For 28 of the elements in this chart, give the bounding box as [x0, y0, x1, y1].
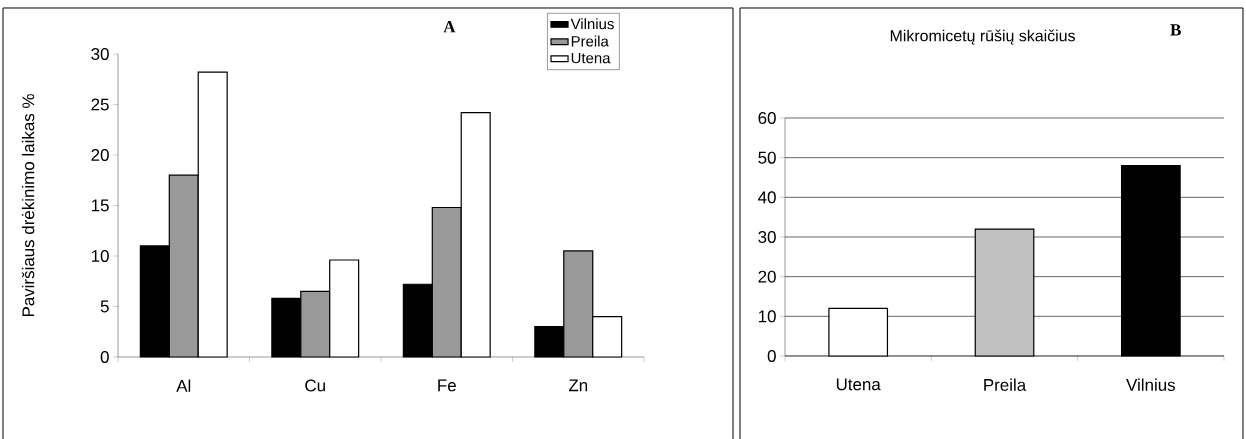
y-tick-label: 15 [91, 199, 109, 212]
x-tick-label: Preila [984, 378, 1027, 391]
y-tick-label: 10 [91, 249, 109, 262]
y-tick-label: 60 [758, 111, 776, 124]
y-tick-label: 30 [91, 47, 109, 60]
legend-label: Vilnius [570, 18, 614, 30]
y-tick-label: 20 [91, 148, 109, 161]
y-tick-label: 40 [758, 191, 776, 204]
legend-label: Utena [571, 52, 611, 64]
x-tick-label: Vilnius [1126, 378, 1176, 391]
x-tick-label: Fe [438, 379, 456, 392]
y-tick-label: 0 [100, 350, 109, 363]
y-tick-label: 10 [758, 310, 776, 323]
y-tick-label: 5 [100, 300, 109, 313]
x-tick-label: Cu [305, 379, 325, 392]
y-axis-title: Paviršiaus drėkinimo laikas % [21, 94, 35, 317]
y-tick-label: 0 [767, 349, 776, 362]
legend-label: Preila [571, 35, 609, 47]
x-tick-label: Zn [568, 379, 588, 392]
y-tick-label: 30 [758, 230, 776, 243]
text: A [443, 21, 456, 33]
x-tick-label: Utena [836, 378, 881, 391]
chart-title: Mikromicetų rūšių skaičius [890, 29, 1075, 45]
y-tick-label: 50 [758, 151, 776, 164]
y-tick-label: 25 [91, 98, 109, 111]
text: B [1170, 24, 1181, 36]
x-tick-label: Al [176, 379, 191, 392]
y-tick-label: 20 [758, 270, 776, 283]
